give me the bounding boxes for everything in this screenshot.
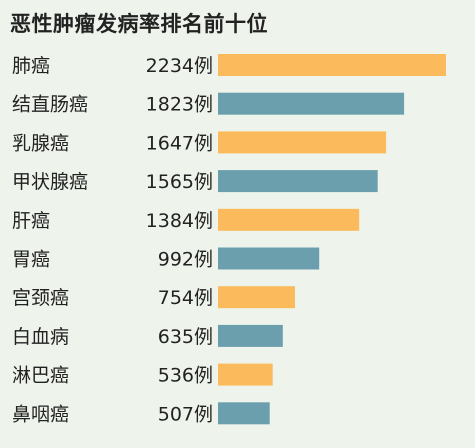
value-label: 1565例	[146, 171, 213, 193]
value-label: 1647例	[146, 132, 213, 154]
value-label: 635例	[158, 326, 213, 348]
category-label: 甲状腺癌	[12, 171, 88, 193]
bar	[218, 286, 295, 309]
category-label: 宫颈癌	[12, 287, 69, 309]
category-label: 鼻咽癌	[12, 403, 69, 425]
category-label: 肝癌	[12, 210, 50, 232]
chart-title: 恶性肿瘤发病率排名前十位	[10, 12, 268, 36]
value-label: 507例	[158, 403, 213, 425]
category-label: 结直肠癌	[12, 94, 88, 116]
bar	[218, 208, 360, 231]
value-label: 754例	[158, 287, 213, 309]
category-label: 胃癌	[12, 249, 50, 271]
value-label: 1823例	[146, 94, 213, 116]
value-label: 536例	[158, 365, 213, 387]
category-label: 淋巴癌	[12, 365, 69, 387]
bar	[218, 54, 446, 76]
bar	[218, 402, 270, 425]
bar	[218, 170, 378, 193]
value-label: 992例	[158, 249, 213, 271]
bar	[218, 247, 320, 270]
value-label: 1384例	[146, 210, 213, 232]
bar	[218, 324, 283, 347]
value-label: 2234例	[146, 55, 213, 77]
category-label: 肺癌	[12, 55, 50, 77]
bar	[218, 92, 405, 115]
category-label: 白血病	[12, 326, 69, 348]
bar	[218, 363, 273, 386]
category-label: 乳腺癌	[12, 132, 69, 154]
bar	[218, 131, 387, 154]
